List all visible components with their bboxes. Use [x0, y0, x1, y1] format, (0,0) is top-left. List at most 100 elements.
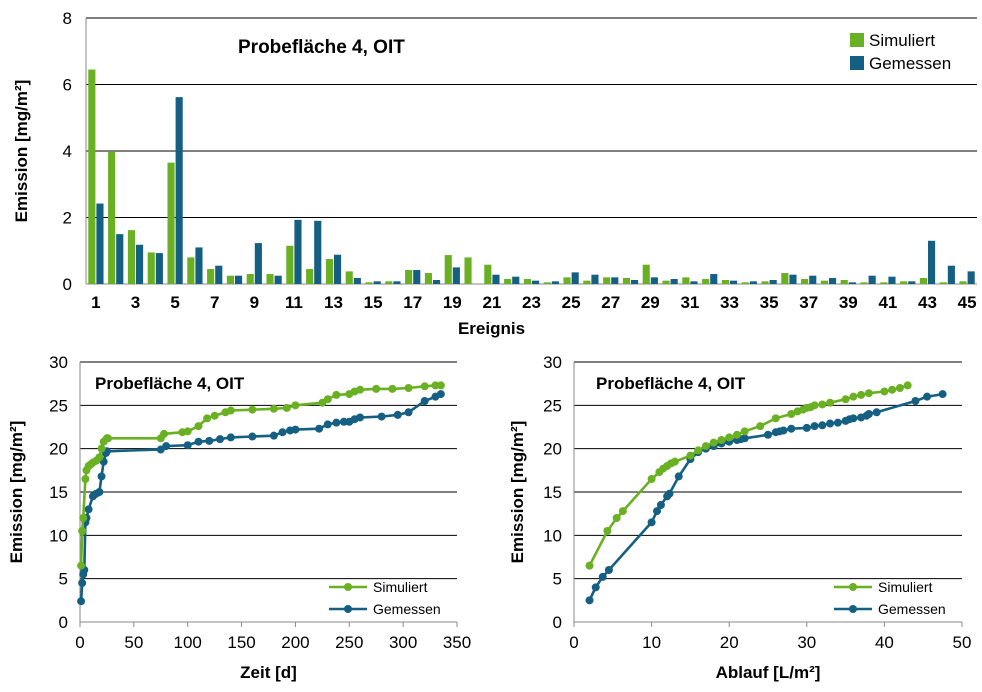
bar-chart-title: Probefläche 4, OIT	[238, 37, 405, 58]
point-simuliert	[227, 407, 235, 415]
bar-gemessen-13	[334, 255, 341, 284]
line-series-simuliert	[81, 385, 441, 565]
point-gemessen	[98, 472, 106, 480]
line-series-gemessen	[81, 394, 441, 601]
bar-simuliert-19	[445, 255, 452, 284]
bar-simuliert-30	[662, 281, 669, 284]
bar-x-tick-label: 13	[324, 293, 343, 312]
line-x-tick-label: 150	[227, 633, 255, 652]
line-x-tick-label: 250	[335, 633, 363, 652]
bar-simuliert-44	[940, 282, 947, 284]
line-x-tick-label: 350	[443, 633, 471, 652]
bar-legend-label-simuliert: Simuliert	[869, 31, 935, 50]
point-simuliert	[79, 514, 87, 522]
bar-gemessen-16	[393, 281, 400, 284]
line-legend-marker-gemessen	[849, 605, 857, 613]
bar-x-tick-label: 9	[250, 293, 259, 312]
point-simuliert	[702, 442, 710, 450]
bar-gemessen-42	[908, 281, 915, 284]
point-simuliert	[324, 395, 332, 403]
point-gemessen	[818, 421, 826, 429]
bar-simuliert-31	[682, 277, 689, 284]
line-x-tick-label: 10	[642, 633, 661, 652]
bar-gemessen-14	[354, 278, 361, 284]
point-gemessen	[205, 437, 213, 445]
point-gemessen	[665, 490, 673, 498]
bar-simuliert-12	[306, 269, 313, 284]
point-gemessen	[324, 420, 332, 428]
line-legend-marker-simuliert	[344, 583, 352, 591]
bar-gemessen-43	[928, 241, 935, 284]
point-gemessen	[923, 393, 931, 401]
bar-gemessen-18	[433, 280, 440, 284]
bar-simuliert-26	[583, 281, 590, 284]
bar-simuliert-8	[227, 276, 234, 284]
bar-gemessen-24	[552, 281, 559, 284]
bar-x-tick-label: 5	[170, 293, 179, 312]
bar-gemessen-22	[512, 277, 519, 284]
bar-gemessen-21	[492, 275, 499, 284]
point-gemessen	[95, 488, 103, 496]
bar-gemessen-30	[671, 279, 678, 284]
point-gemessen	[227, 433, 235, 441]
bar-y-axis-label: Emission [mg/m²]	[12, 80, 31, 223]
point-gemessen	[787, 425, 795, 433]
bar-x-tick-label: 23	[522, 293, 541, 312]
point-simuliert	[865, 389, 873, 397]
line-y-tick-label: 20	[543, 440, 562, 459]
bar-x-tick-label: 3	[131, 293, 140, 312]
line-legend-marker-gemessen	[344, 605, 352, 613]
line-y-axis-label: Emission [mg/m²]	[508, 421, 527, 564]
line-legend-marker-simuliert	[849, 583, 857, 591]
line-y-tick-label: 10	[49, 526, 68, 545]
point-simuliert	[211, 412, 219, 420]
point-gemessen	[356, 413, 364, 421]
bar-x-tick-label: 7	[210, 293, 219, 312]
point-gemessen	[194, 438, 202, 446]
point-simuliert	[826, 399, 834, 407]
bar-x-tick-label: 15	[364, 293, 383, 312]
point-gemessen	[811, 422, 819, 430]
line-legend-label-simuliert: Simuliert	[878, 579, 933, 595]
bar-x-axis-label: Ereignis	[458, 319, 525, 338]
line-y-tick-label: 0	[59, 613, 68, 632]
bar-simuliert-28	[623, 278, 630, 284]
point-gemessen	[764, 431, 772, 439]
bar-gemessen-28	[631, 280, 638, 284]
line-chart-title: Probefläche 4, OIT	[95, 374, 245, 393]
point-simuliert	[733, 431, 741, 439]
bar-x-tick-label: 41	[878, 293, 897, 312]
point-simuliert	[586, 562, 594, 570]
point-gemessen	[599, 573, 607, 581]
bar-simuliert-34	[742, 282, 749, 284]
line-x-tick-label: 50	[953, 633, 972, 652]
point-gemessen	[78, 579, 86, 587]
bar-gemessen-34	[750, 281, 757, 284]
point-simuliert	[332, 391, 340, 399]
bar-simuliert-15	[365, 282, 372, 284]
bar-simuliert-39	[841, 280, 848, 284]
bar-gemessen-37	[809, 276, 816, 284]
bar-x-tick-label: 35	[760, 293, 779, 312]
point-simuliert	[896, 384, 904, 392]
bar-x-tick-label: 43	[918, 293, 937, 312]
line-y-tick-label: 10	[543, 526, 562, 545]
bar-x-tick-label: 17	[403, 293, 422, 312]
point-gemessen	[291, 426, 299, 434]
bar-gemessen-3	[136, 245, 143, 284]
point-simuliert	[710, 439, 718, 447]
point-gemessen	[216, 435, 224, 443]
point-simuliert	[880, 387, 888, 395]
bar-simuliert-43	[920, 278, 927, 284]
line-y-tick-label: 15	[49, 483, 68, 502]
bar-gemessen-1	[96, 204, 103, 284]
bar-gemessen-23	[532, 281, 539, 284]
point-gemessen	[77, 597, 85, 605]
bar-simuliert-14	[346, 271, 353, 284]
bar-x-tick-label: 45	[958, 293, 977, 312]
bar-gemessen-11	[294, 220, 301, 284]
point-gemessen	[437, 390, 445, 398]
line-x-tick-label: 300	[389, 633, 417, 652]
